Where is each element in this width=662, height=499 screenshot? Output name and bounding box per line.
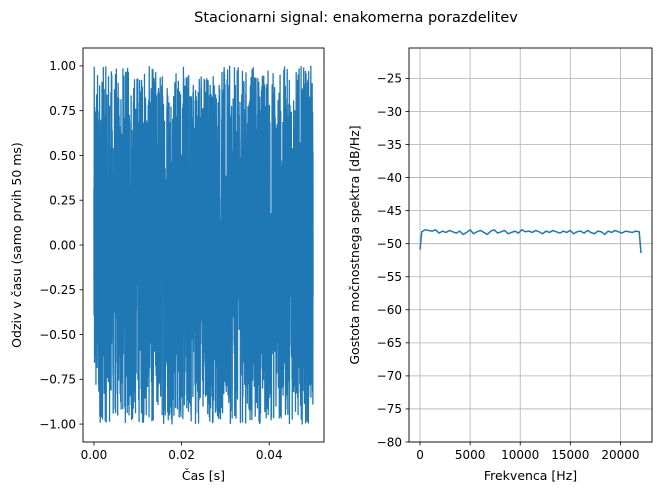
x-tick-label: 10000 bbox=[501, 448, 539, 462]
psd-grid bbox=[409, 48, 652, 443]
y-tick-label: 0.00 bbox=[49, 238, 76, 252]
y-tick-label: 1.00 bbox=[49, 59, 76, 73]
x-tick-label: 0.00 bbox=[81, 448, 108, 462]
figure-title: Stacionarni signal: enakomerna porazdeli… bbox=[194, 10, 518, 26]
psd-series bbox=[419, 229, 642, 253]
psd-plot-frame bbox=[408, 47, 653, 443]
y-tick-label: −30 bbox=[377, 105, 402, 119]
y-tick-label: 0.25 bbox=[49, 194, 76, 208]
psd-y-axis-label: Gostota močnostnega spektra [dB/Hz] bbox=[347, 125, 362, 364]
y-tick-label: −45 bbox=[377, 204, 402, 218]
y-tick-label: −0.50 bbox=[39, 328, 76, 342]
y-tick-label: −1.00 bbox=[39, 417, 76, 431]
psd-x-axis-label: Frekvenca [Hz] bbox=[484, 468, 577, 483]
y-tick-label: −80 bbox=[377, 435, 402, 449]
y-tick-label: −50 bbox=[377, 237, 402, 251]
y-tick-label: −35 bbox=[377, 138, 402, 152]
y-tick-label: −40 bbox=[377, 171, 402, 185]
x-tick-label: 0.04 bbox=[256, 448, 283, 462]
y-tick-label: −60 bbox=[377, 303, 402, 317]
y-tick-label: −0.75 bbox=[39, 373, 76, 387]
time-y-axis-label: Odziv v času (samo prvih 50 ms) bbox=[9, 142, 24, 348]
time-domain-plot: 0.00 0.02 0.04 1.00 0.75 0.50 0.25 0.00 −0.25 −0… bbox=[9, 47, 325, 483]
x-tick-label: 20000 bbox=[601, 448, 639, 462]
y-tick-label: 0.50 bbox=[49, 149, 76, 163]
x-tick-label: 5000 bbox=[455, 448, 486, 462]
time-x-ticks: 0.00 0.02 0.04 bbox=[81, 442, 283, 462]
psd-plot: 0 5000 10000 15000 20000 −25−30−35−40−45−50−… bbox=[347, 47, 653, 483]
psd-x-ticks: 0 5000 10000 15000 20000 bbox=[416, 442, 640, 462]
psd-y-ticks: −25 −30 −35 −40 −45 −50 −55 −60 −65 −70 −75 −80 bbox=[377, 72, 409, 449]
time-signal-line bbox=[93, 65, 314, 425]
time-x-axis-label: Čas [s] bbox=[182, 468, 225, 483]
y-tick-label: 0.75 bbox=[49, 104, 76, 118]
y-tick-label: −65 bbox=[377, 336, 402, 350]
x-tick-label: 0.02 bbox=[168, 448, 195, 462]
y-tick-label: −75 bbox=[377, 402, 402, 416]
time-y-ticks: 1.00 0.75 0.50 0.25 0.00 −0.25 −0.50 −0.75 −1.00 bbox=[39, 59, 83, 431]
y-tick-label: −70 bbox=[377, 369, 402, 383]
x-tick-label: 0 bbox=[416, 448, 424, 462]
psd-line bbox=[419, 229, 642, 253]
y-tick-label: −55 bbox=[377, 270, 402, 284]
time-signal-series bbox=[93, 65, 314, 425]
x-tick-label: 15000 bbox=[551, 448, 589, 462]
y-tick-label: −0.25 bbox=[39, 283, 76, 297]
y-tick-label: −25 bbox=[377, 72, 402, 86]
